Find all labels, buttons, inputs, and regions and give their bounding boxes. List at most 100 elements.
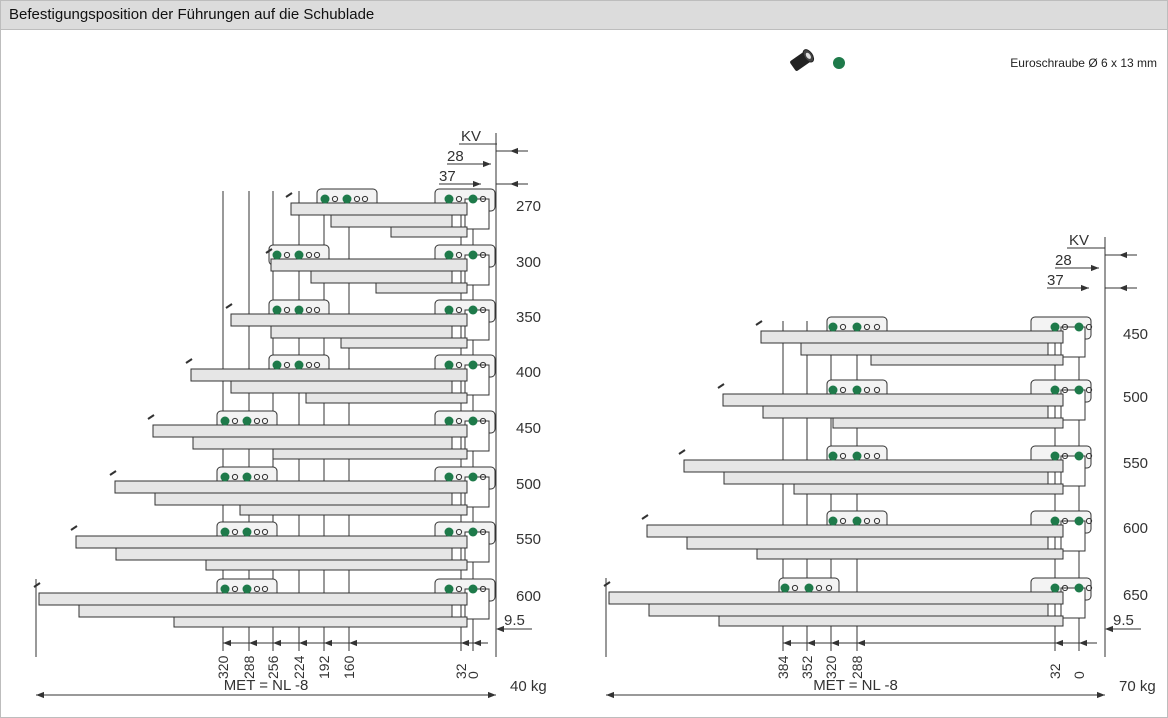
rail-outer — [722, 393, 1064, 407]
rail-outer — [290, 202, 468, 216]
hole — [331, 195, 339, 203]
rail-inner — [272, 448, 468, 460]
dimension-arrow — [1055, 639, 1063, 647]
dimension-arrow — [1105, 625, 1113, 633]
dimension-arrow — [249, 639, 257, 647]
screw-dot — [468, 416, 478, 426]
screw-dot — [444, 305, 454, 315]
hole-position-label: 384 — [775, 655, 791, 679]
screw-dot — [468, 360, 478, 370]
hole — [313, 251, 321, 259]
hole — [353, 195, 361, 203]
hole — [455, 251, 463, 259]
screw-dot — [242, 584, 252, 594]
dimension-arrow — [783, 639, 791, 647]
hole — [305, 251, 313, 259]
hole — [1061, 323, 1069, 331]
rail-inner — [832, 417, 1064, 429]
hole — [863, 386, 871, 394]
hole-position-label: 32 — [1047, 663, 1063, 679]
hole-position-label: 160 — [341, 655, 357, 679]
front-lock-mechanism — [464, 198, 490, 230]
rail-outer — [270, 258, 468, 272]
hole — [455, 306, 463, 314]
length-label: 650 — [1123, 587, 1148, 604]
screw-dot — [1074, 583, 1084, 593]
hole — [253, 417, 261, 425]
rail-row: 500 — [717, 379, 1148, 429]
hole — [361, 195, 369, 203]
screw-dot — [1074, 322, 1084, 332]
left-diagram: KV 28 37 270 300 350 400 450 500 550 600 9.5 320 288 2… — [33, 128, 547, 699]
dimension-arrow — [349, 639, 357, 647]
screw-dot — [468, 194, 478, 204]
front-lock-mechanism — [464, 254, 490, 286]
screw-dot — [1050, 322, 1060, 332]
dimension-arrow — [1091, 264, 1099, 272]
hole — [283, 306, 291, 314]
dimension-arrow — [496, 625, 504, 633]
rail-inner — [173, 616, 468, 628]
rail-middle — [230, 380, 453, 394]
screw-dot — [294, 360, 304, 370]
hole-position-label: 224 — [291, 655, 307, 679]
rail-outer — [230, 313, 468, 327]
hole-position-label: 320 — [823, 655, 839, 679]
hole — [261, 528, 269, 536]
screw-dot — [272, 360, 282, 370]
rail-tip — [678, 449, 686, 455]
hole-position-label: 320 — [215, 655, 231, 679]
dimension-arrow — [36, 691, 44, 699]
hole — [479, 306, 487, 314]
side-dimension-label: 9.5 — [504, 612, 525, 629]
hole-position-label: 288 — [241, 655, 257, 679]
screw-dot — [852, 322, 862, 332]
rail-outer — [38, 592, 468, 606]
screw-dot — [468, 250, 478, 260]
rail-tip — [185, 358, 193, 364]
screw-dot — [1074, 385, 1084, 395]
rail-middle — [270, 325, 453, 339]
front-lock-mechanism — [464, 476, 490, 508]
hole — [863, 517, 871, 525]
rail-inner — [340, 337, 468, 349]
dimension-arrow — [461, 639, 469, 647]
screw-dot — [272, 305, 282, 315]
rail-outer — [114, 480, 468, 494]
rail-tip — [147, 414, 155, 420]
screw-dot — [444, 416, 454, 426]
hole — [283, 251, 291, 259]
length-label: 350 — [516, 309, 541, 326]
rail-middle — [723, 471, 1049, 485]
rail-row: 350 — [225, 299, 541, 349]
dimension-arrow — [1119, 284, 1127, 292]
legend-dot-icon — [833, 57, 845, 69]
dimension-arrow — [510, 180, 518, 188]
rail-tip — [641, 514, 649, 520]
rail-row: 300 — [265, 244, 541, 294]
screw-dot — [444, 194, 454, 204]
side-dimension-label: 9.5 — [1113, 612, 1134, 629]
rail-inner — [205, 559, 468, 571]
hole — [1061, 452, 1069, 460]
screw-dot — [852, 516, 862, 526]
screw-dot — [220, 472, 230, 482]
rail-row: 550 — [678, 445, 1148, 495]
dimension-arrow — [299, 639, 307, 647]
hole — [455, 585, 463, 593]
dimension-arrow — [510, 147, 518, 155]
rail-row: 600 — [33, 578, 541, 628]
length-label: 550 — [1123, 455, 1148, 472]
screw-dot — [1050, 451, 1060, 461]
rail-tip — [603, 581, 611, 587]
dimension-arrow — [488, 691, 496, 699]
rail-tip — [755, 320, 763, 326]
hole — [839, 452, 847, 460]
kv-label: KV — [1069, 232, 1089, 249]
rail-inner — [870, 354, 1064, 366]
offset-28-label: 28 — [447, 148, 464, 165]
rail-row: 450 — [147, 410, 541, 460]
screw-dot — [1050, 385, 1060, 395]
